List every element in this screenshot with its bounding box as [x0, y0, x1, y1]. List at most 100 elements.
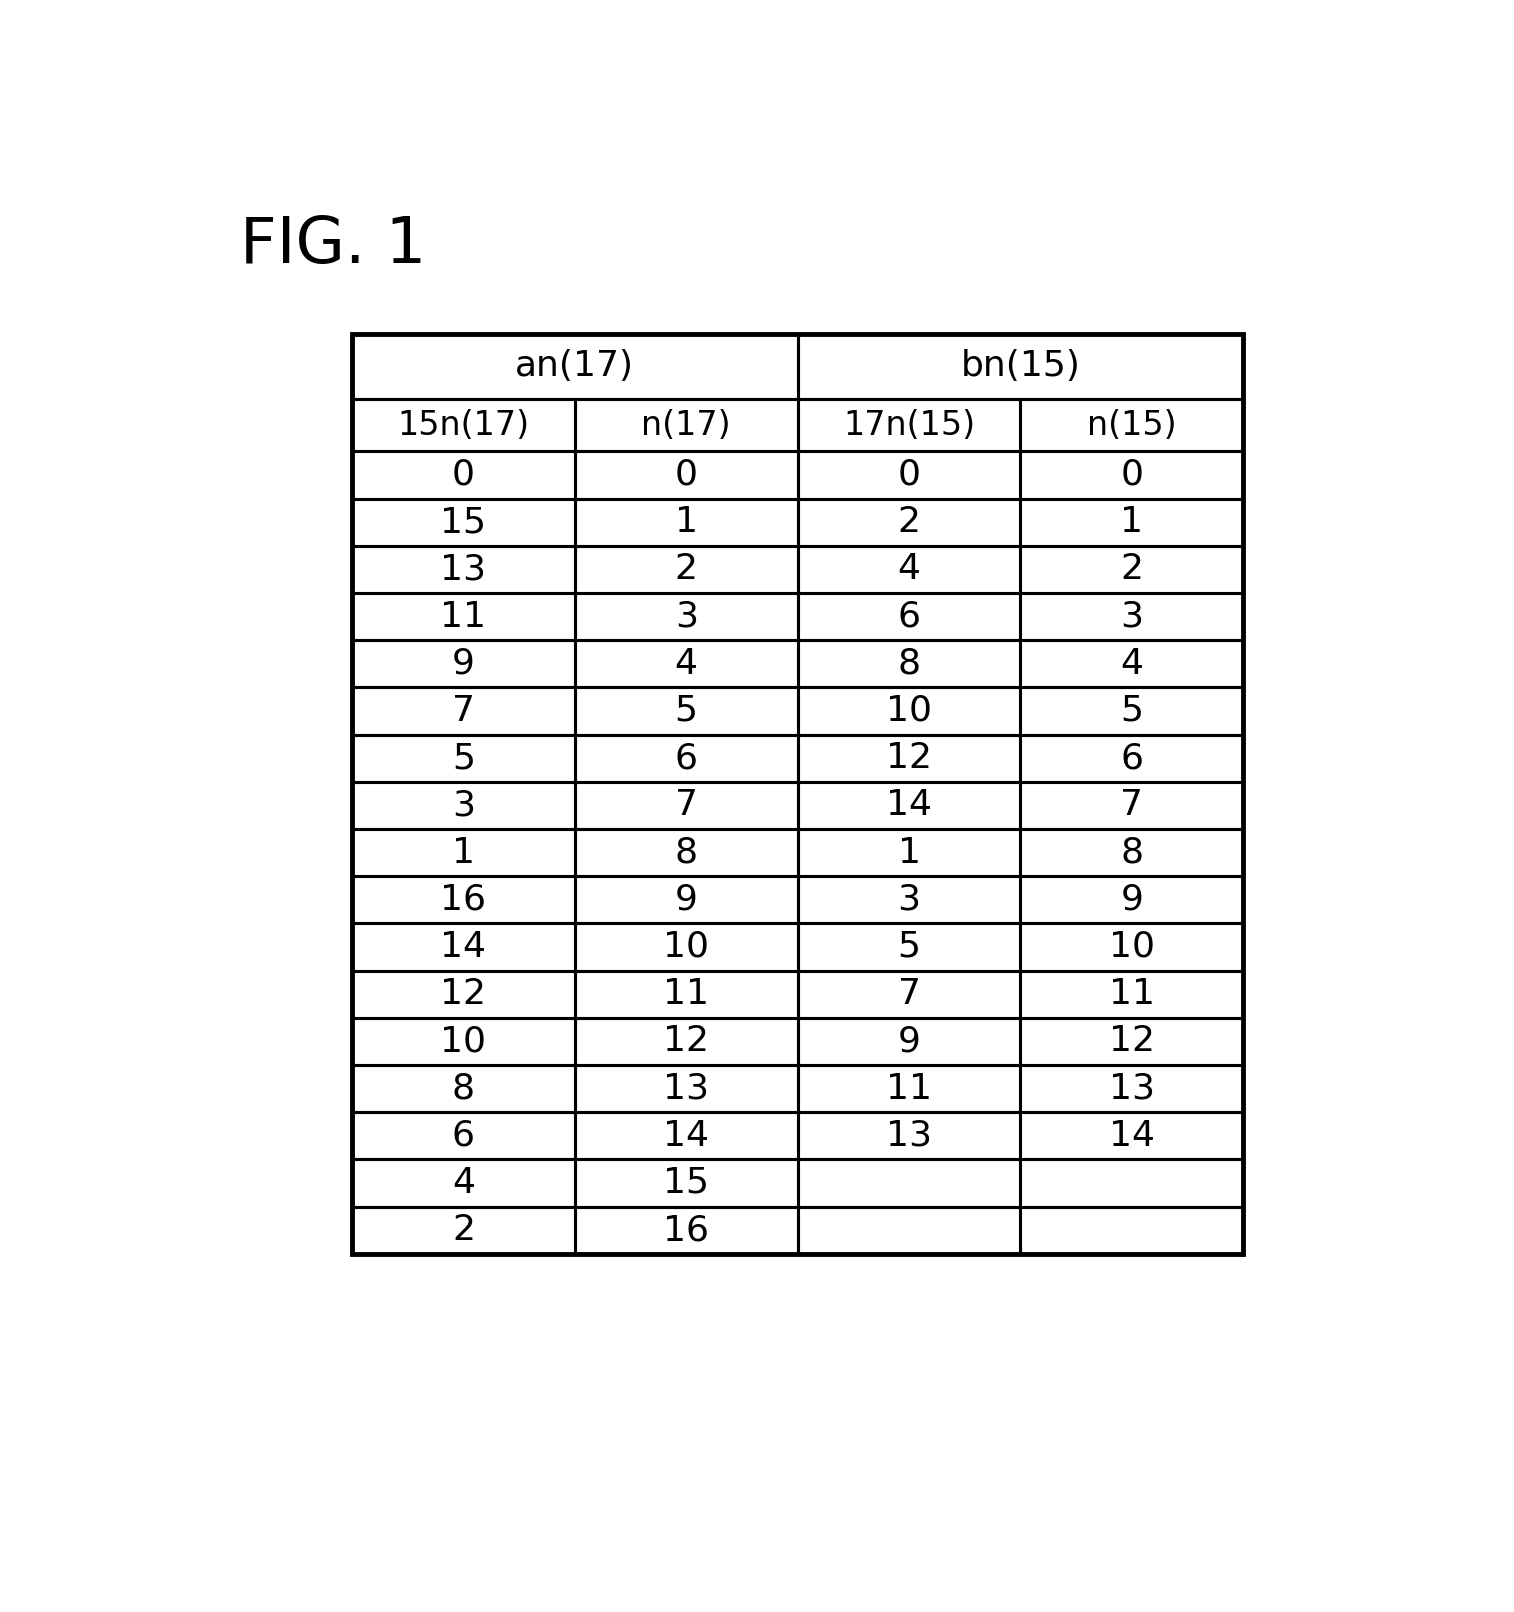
Bar [798, 546, 1020, 593]
Text: 14: 14 [886, 788, 933, 822]
Text: 3: 3 [1120, 600, 1143, 634]
Bar [351, 687, 575, 735]
Bar [575, 829, 798, 877]
Text: 11: 11 [1108, 977, 1155, 1011]
Bar [1020, 593, 1243, 640]
Text: 12: 12 [663, 1024, 709, 1059]
Bar [798, 877, 1020, 924]
Bar [798, 1112, 1020, 1159]
Bar [1020, 400, 1243, 451]
Bar [351, 924, 575, 970]
Bar [351, 1066, 575, 1112]
Bar [351, 498, 575, 546]
Text: 6: 6 [451, 1119, 475, 1153]
Text: 4: 4 [451, 1165, 475, 1199]
Text: 0: 0 [898, 458, 921, 492]
Bar [1020, 970, 1243, 1017]
Bar [351, 334, 1243, 1254]
Bar [351, 334, 798, 400]
Bar [1020, 735, 1243, 782]
Text: 0: 0 [1120, 458, 1143, 492]
Text: 10: 10 [1108, 930, 1155, 964]
Bar [351, 400, 575, 451]
Text: 8: 8 [1120, 835, 1143, 869]
Bar [1020, 687, 1243, 735]
Bar [798, 1066, 1020, 1112]
Text: 7: 7 [675, 788, 698, 822]
Text: 4: 4 [898, 553, 921, 587]
Bar [1020, 498, 1243, 546]
Text: 11: 11 [663, 977, 709, 1011]
Bar [1020, 1017, 1243, 1066]
Text: n(17): n(17) [642, 409, 731, 442]
Text: 6: 6 [898, 600, 921, 634]
Text: 4: 4 [1120, 646, 1143, 680]
Text: 12: 12 [1108, 1024, 1155, 1059]
Bar [575, 1159, 798, 1206]
Bar [798, 640, 1020, 687]
Text: 15: 15 [663, 1165, 709, 1199]
Bar [351, 451, 575, 498]
Text: 1: 1 [1120, 505, 1143, 538]
Bar [798, 687, 1020, 735]
Bar [575, 687, 798, 735]
Text: 12: 12 [441, 977, 486, 1011]
Bar [575, 924, 798, 970]
Text: 3: 3 [451, 788, 475, 822]
Bar [1020, 1206, 1243, 1254]
Text: 6: 6 [1120, 742, 1143, 775]
Text: 14: 14 [1108, 1119, 1155, 1153]
Text: 5: 5 [675, 695, 698, 729]
Bar [798, 498, 1020, 546]
Bar [798, 334, 1243, 400]
Text: 13: 13 [886, 1119, 933, 1153]
Bar [798, 451, 1020, 498]
Text: 2: 2 [451, 1214, 475, 1248]
Bar [351, 1017, 575, 1066]
Text: 3: 3 [898, 883, 921, 917]
Text: 7: 7 [451, 695, 475, 729]
Text: 9: 9 [1120, 883, 1143, 917]
Bar [798, 1017, 1020, 1066]
Bar [351, 546, 575, 593]
Bar [575, 498, 798, 546]
Bar [1020, 924, 1243, 970]
Bar [351, 877, 575, 924]
Bar [575, 400, 798, 451]
Text: 9: 9 [675, 883, 698, 917]
Bar [575, 1017, 798, 1066]
Bar [1020, 1112, 1243, 1159]
Bar [798, 782, 1020, 829]
Bar [1020, 782, 1243, 829]
Bar [798, 1159, 1020, 1206]
Bar [575, 546, 798, 593]
Text: 16: 16 [663, 1214, 709, 1248]
Text: 14: 14 [663, 1119, 709, 1153]
Text: 13: 13 [663, 1072, 709, 1106]
Text: 5: 5 [1120, 695, 1143, 729]
Text: 16: 16 [441, 883, 486, 917]
Bar [1020, 1159, 1243, 1206]
Bar [798, 829, 1020, 877]
Bar [798, 735, 1020, 782]
Text: 10: 10 [663, 930, 709, 964]
Bar [351, 1112, 575, 1159]
Bar [575, 1206, 798, 1254]
Bar [575, 877, 798, 924]
Bar [351, 640, 575, 687]
Text: 5: 5 [451, 742, 475, 775]
Text: FIG. 1: FIG. 1 [239, 214, 425, 276]
Text: 0: 0 [451, 458, 475, 492]
Text: an(17): an(17) [515, 350, 634, 384]
Text: bn(15): bn(15) [960, 350, 1081, 384]
Text: 8: 8 [451, 1072, 475, 1106]
Text: 15n(17): 15n(17) [397, 409, 530, 442]
Bar [575, 1066, 798, 1112]
Bar [1020, 1066, 1243, 1112]
Text: 10: 10 [441, 1024, 486, 1059]
Bar [798, 1206, 1020, 1254]
Text: 10: 10 [886, 695, 933, 729]
Bar [351, 829, 575, 877]
Bar [351, 735, 575, 782]
Bar [1020, 829, 1243, 877]
